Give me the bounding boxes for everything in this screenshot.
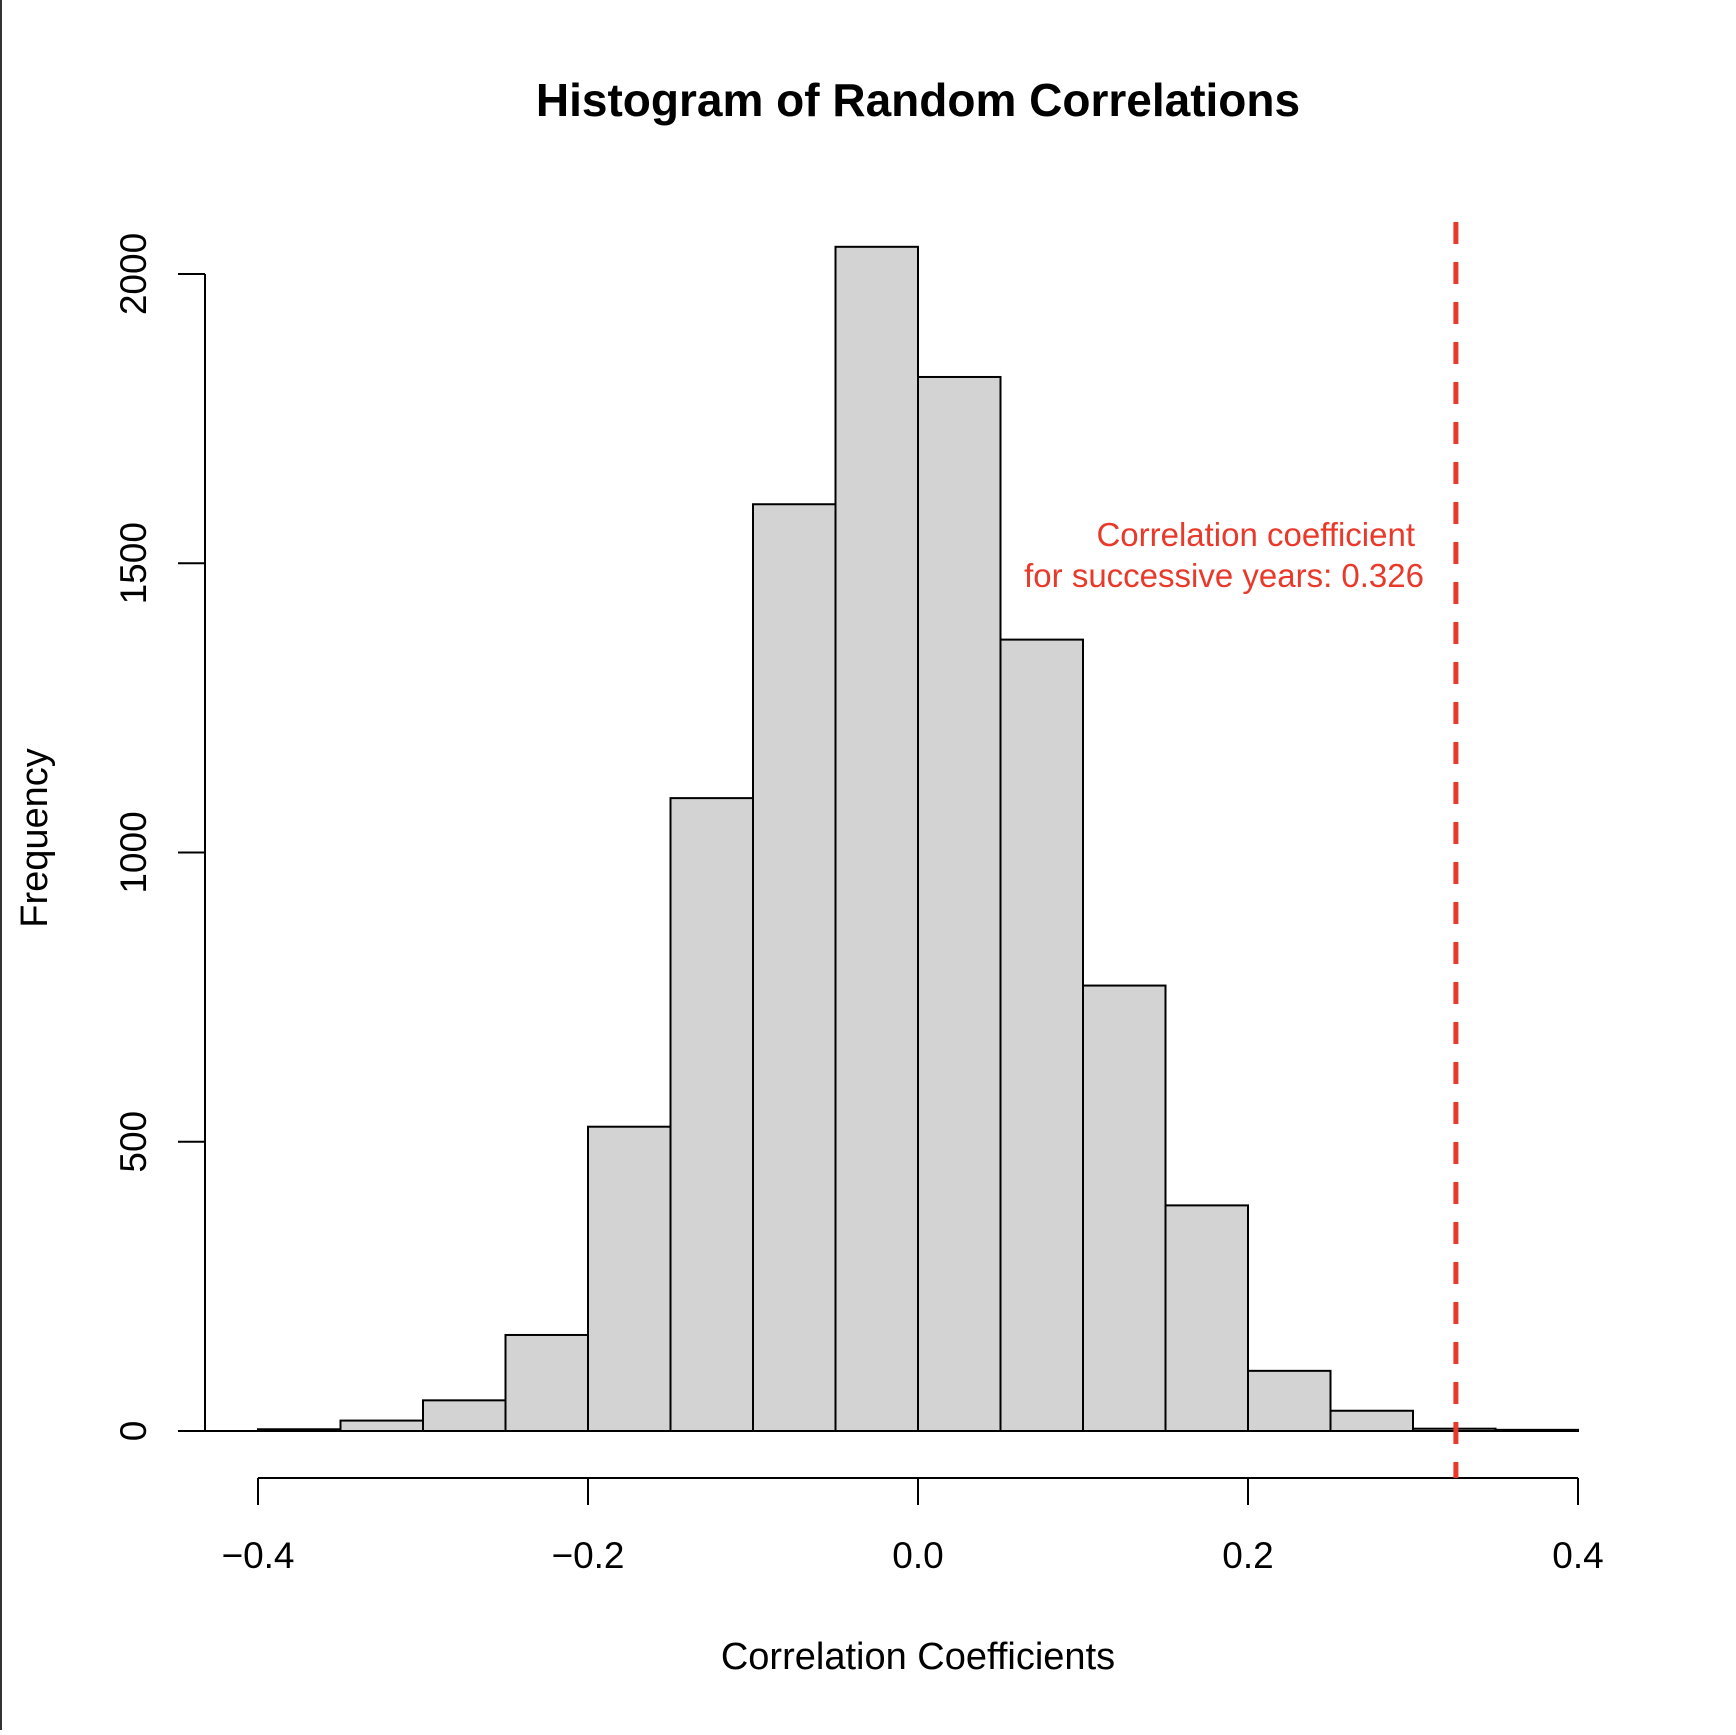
histogram-bar	[1494, 1428, 1579, 1433]
x-tick-label: 0.2	[1222, 1535, 1273, 1576]
reference-annotation: Correlation coefficient for successive ye…	[1024, 516, 1424, 594]
annotation-line: Correlation coefficient	[1096, 516, 1415, 553]
y-tick-label: 1500	[113, 522, 154, 604]
x-axis: −0.4 −0.2 0.0 0.2 0.4	[221, 1477, 1604, 1576]
bars-layer	[205, 245, 1579, 1433]
reference-layer: Correlation coefficient for successive ye…	[1024, 222, 1459, 1478]
histogram-bar	[257, 1428, 342, 1433]
histogram-bar	[917, 375, 1002, 1432]
window-left-border	[0, 0, 2, 1730]
x-tick-label: −0.2	[551, 1535, 624, 1576]
histogram-bar	[422, 1399, 507, 1432]
x-tick-label: 0.0	[892, 1535, 943, 1576]
histogram-bar	[339, 1419, 424, 1433]
y-tick-label: 0	[113, 1421, 154, 1442]
chart-title: Histogram of Random Correlations	[536, 74, 1300, 126]
x-tick-label: 0.4	[1552, 1535, 1603, 1576]
annotation-line: for successive years: 0.326	[1024, 557, 1424, 594]
y-axis: 0 500 1000 1500 2000	[113, 233, 206, 1442]
y-tick-label: 1000	[113, 811, 154, 893]
histogram-bar	[669, 797, 754, 1432]
histogram-bar	[1329, 1409, 1414, 1432]
histogram-bar	[587, 1125, 672, 1432]
histogram-bar	[752, 503, 837, 1433]
histogram-bar	[999, 638, 1084, 1432]
x-axis-label: Correlation Coefficients	[721, 1636, 1115, 1678]
y-tick-label: 500	[113, 1111, 154, 1173]
x-tick-label: −0.4	[221, 1535, 294, 1576]
histogram-bar	[834, 245, 919, 1432]
y-tick-label: 2000	[113, 233, 154, 315]
histogram-bar	[1164, 1204, 1249, 1433]
y-axis-label: Frequency	[14, 748, 56, 928]
histogram-bar	[1247, 1369, 1332, 1433]
histogram-bar	[1082, 984, 1167, 1432]
histogram-bar	[504, 1333, 589, 1432]
